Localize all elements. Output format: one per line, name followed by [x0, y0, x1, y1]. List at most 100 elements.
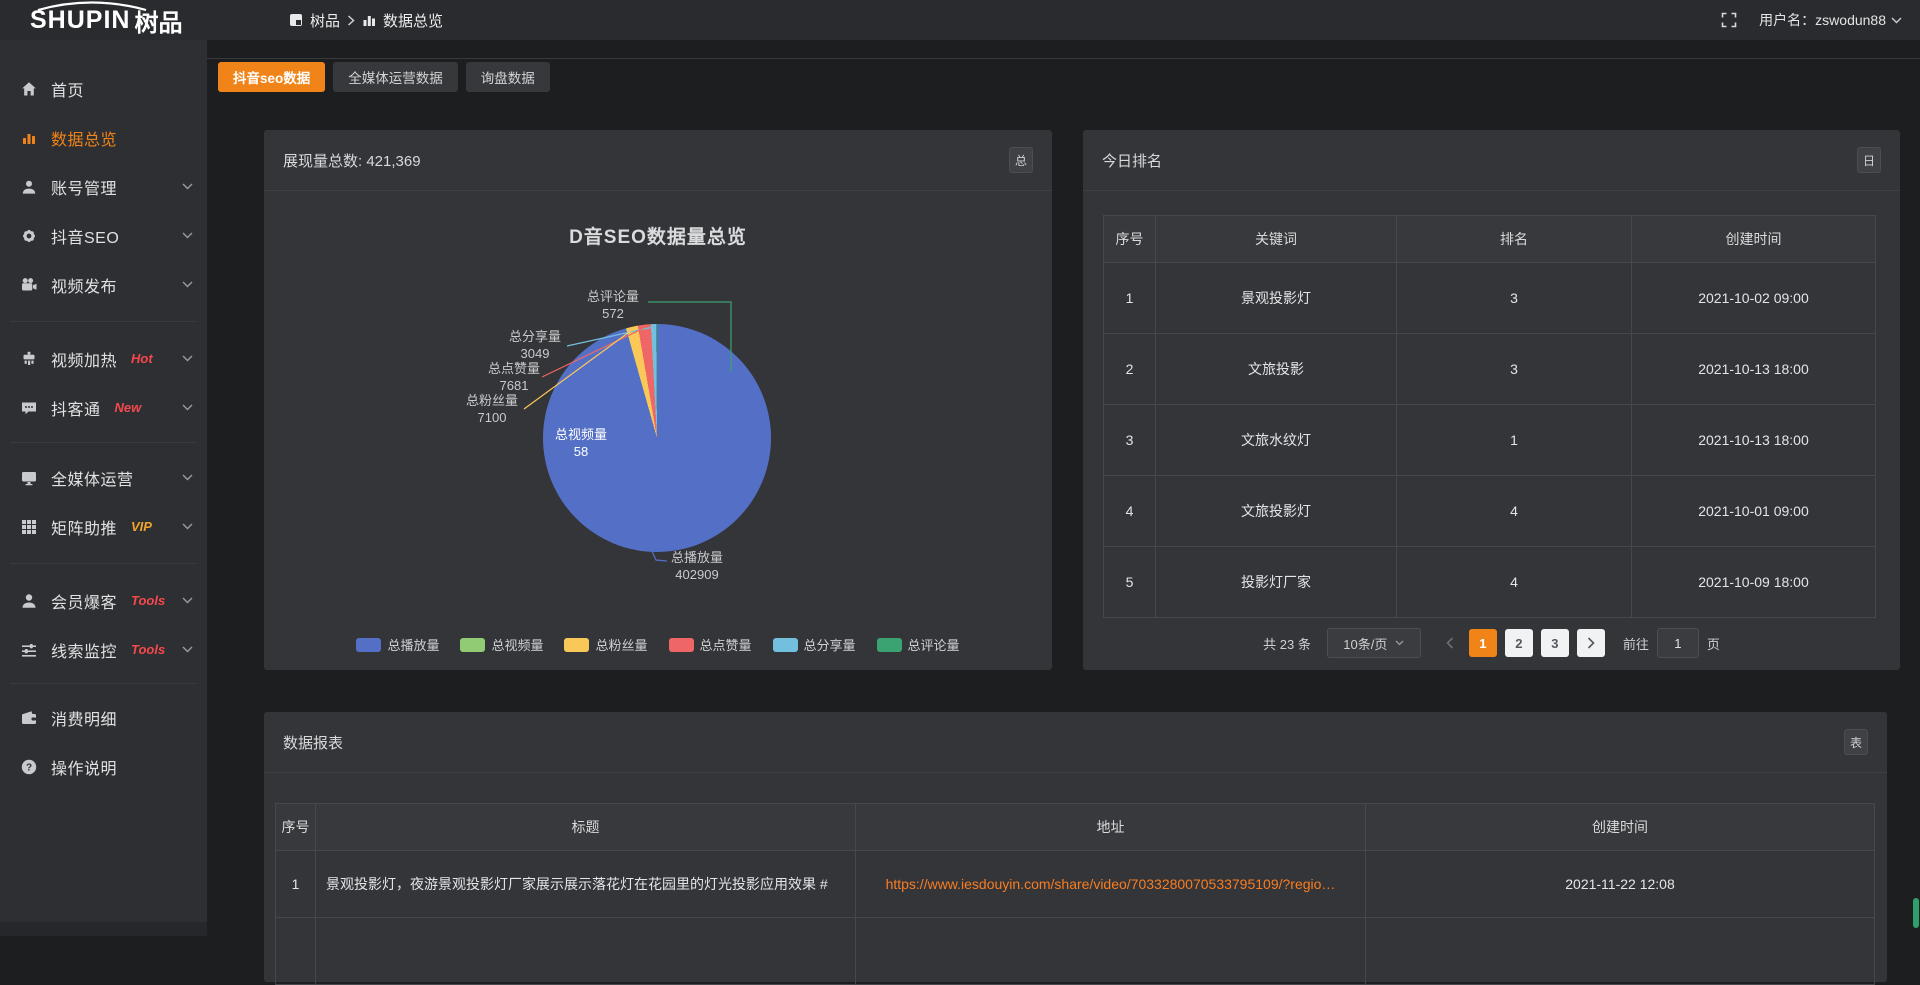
sidebar-item-home[interactable]: 首页	[0, 64, 207, 113]
logo-text-en: SHUPIN	[30, 5, 131, 34]
sidebar-item-douketong[interactable]: 抖客通 New	[0, 383, 207, 432]
chevron-down-icon	[1891, 17, 1902, 23]
logo-text-cn: 树品	[134, 9, 183, 37]
chevron-right-icon	[347, 14, 355, 26]
chevron-down-icon	[182, 232, 193, 239]
chevron-down-icon	[182, 355, 193, 362]
logo-arc-icon	[37, 1, 147, 11]
column-header: 排名	[1396, 215, 1632, 263]
user-menu[interactable]: 用户名：zswodun88	[1759, 10, 1902, 30]
pie-graphic[interactable]	[543, 324, 771, 552]
legend-item-likes[interactable]: 总点赞量	[668, 635, 752, 654]
sidebar-item-label: 线索监控	[51, 643, 118, 661]
sidebar-item-member-leads[interactable]: 会员爆客 Tools	[0, 576, 207, 625]
goto-page-input[interactable]	[1656, 628, 1699, 658]
column-header: 地址	[855, 803, 1366, 851]
person-icon	[20, 592, 38, 610]
legend-item-shares[interactable]: 总分享量	[772, 635, 856, 654]
sidebar-item-video-publish[interactable]: 视频发布	[0, 260, 207, 309]
chevron-down-icon	[182, 523, 193, 530]
tab-douyin-seo-data[interactable]: 抖音seo数据	[218, 62, 326, 92]
brush-icon	[20, 350, 38, 368]
sidebar-item-label: 账号管理	[51, 180, 118, 198]
table-row[interactable]: 2 文旅投影 3 2021-10-13 18:00	[1103, 333, 1876, 405]
app-logo: SHUPIN 树品	[0, 0, 207, 40]
hot-badge: Hot	[131, 351, 153, 366]
breadcrumb-root[interactable]: 树品	[310, 12, 341, 30]
sidebar-item-omnimedia[interactable]: 全媒体运营	[0, 453, 207, 502]
chevron-down-icon	[182, 183, 193, 190]
tab-inquiry-data[interactable]: 询盘数据	[465, 62, 550, 92]
chevron-down-icon	[182, 646, 193, 653]
ranking-panel: 今日排名 日 序号 关键词 排名 创建时间 1 景观投影灯 3 2021-10-02 …	[1083, 130, 1900, 670]
chevron-down-icon	[1395, 640, 1404, 646]
pie-leader-lines	[523, 301, 732, 562]
sidebar-item-accounts[interactable]: 账号管理	[0, 162, 207, 211]
legend-swatch	[876, 637, 902, 652]
sidebar-item-clue-monitor[interactable]: 线索监控 Tools	[0, 625, 207, 674]
table-row[interactable]: 5 投影灯厂家 4 2021-10-09 18:00	[1103, 546, 1876, 618]
sidebar-item-help[interactable]: ? 操作说明	[0, 742, 207, 791]
table-row[interactable]: 1 景观投影灯 3 2021-10-02 09:00	[1103, 262, 1876, 334]
scrollbar-thumb[interactable]	[1913, 898, 1919, 928]
tab-omnimedia-data[interactable]: 全媒体运营数据	[333, 62, 458, 92]
sidebar-item-video-heat[interactable]: 视频加热 Hot	[0, 334, 207, 383]
next-page-button[interactable]	[1576, 629, 1605, 657]
page-button-3[interactable]: 3	[1540, 629, 1569, 657]
sidebar-item-label: 数据总览	[51, 131, 118, 149]
sidebar-divider	[10, 442, 197, 443]
new-badge: New	[114, 400, 142, 415]
table-view-button[interactable]: 表	[1844, 729, 1868, 755]
page-button-1[interactable]: 1	[1468, 629, 1497, 657]
pie-label-plays: 总播放量 402909	[670, 550, 723, 582]
page-button-2[interactable]: 2	[1504, 629, 1533, 657]
pie-chart: D音SEO数据量总览 总评论量 572 总分享量 3049 总点赞量 7681 总粉丝…	[264, 130, 1052, 670]
breadcrumb-current[interactable]: 数据总览	[383, 12, 444, 30]
chart-panel-header: 展现量总数: 421,369 总	[264, 130, 1052, 191]
chart-title: D音SEO数据量总览	[569, 227, 747, 248]
pie-label-comments: 总评论量 572	[586, 289, 639, 321]
table-row[interactable]	[275, 917, 1875, 985]
legend-item-comments[interactable]: 总评论量	[876, 635, 960, 654]
legend-item-fans[interactable]: 总粉丝量	[564, 635, 648, 654]
sidebar-item-label: 抖客通	[51, 401, 101, 419]
goto-label: 前往	[1622, 636, 1649, 652]
report-table: 序号 标题 地址 创建时间 1 景观投影灯，夜游景观投影灯厂家展示展示落花灯在花…	[275, 803, 1875, 985]
sidebar-footer	[0, 922, 207, 936]
table-row[interactable]: 3 文旅水纹灯 1 2021-10-13 18:00	[1103, 404, 1876, 476]
page-size-select[interactable]: 10条/页	[1326, 628, 1421, 658]
report-panel-header: 数据报表 表	[264, 712, 1887, 773]
app-square-icon	[289, 13, 303, 27]
sidebar-item-consumption[interactable]: 消费明细	[0, 693, 207, 742]
chevron-down-icon	[182, 474, 193, 481]
ranking-panel-header: 今日排名 日	[1083, 130, 1900, 191]
bar-chart-icon	[20, 129, 38, 147]
column-header: 创建时间	[1631, 215, 1876, 263]
sidebar-item-label: 全媒体运营	[51, 471, 134, 489]
total-view-button[interactable]: 总	[1009, 147, 1033, 173]
daily-view-button[interactable]: 日	[1857, 147, 1881, 173]
tools-badge: Tools	[131, 593, 166, 608]
sidebar-item-label: 视频加热	[51, 352, 118, 370]
report-panel: 数据报表 表 序号 标题 地址 创建时间 1 景观投影灯，夜游景观投影灯厂家展示…	[264, 712, 1887, 985]
column-header: 关键词	[1155, 215, 1397, 263]
pie-label-fans: 总粉丝量 7100	[465, 393, 518, 425]
column-header: 序号	[275, 803, 316, 851]
breadcrumb: 树品 数据总览	[289, 10, 443, 31]
sidebar-item-matrix-boost[interactable]: 矩阵助推 VIP	[0, 502, 207, 551]
sidebar-item-label: 视频发布	[51, 278, 118, 296]
legend-item-plays[interactable]: 总播放量	[356, 635, 439, 654]
chevron-down-icon	[182, 404, 193, 411]
chart-legend: 总播放量 总视频量 总粉丝量 总点赞量 总分享量 总评论量	[264, 635, 1052, 654]
sidebar-item-label: 消费明细	[51, 711, 118, 729]
sidebar-item-data-overview[interactable]: 数据总览	[0, 113, 207, 162]
legend-item-videos[interactable]: 总视频量	[460, 635, 543, 654]
table-row[interactable]: 4 文旅投影灯 4 2021-10-01 09:00	[1103, 475, 1876, 547]
chart-panel: 展现量总数: 421,369 总 D音SEO数据量总览 总评论量 572 总分享量…	[264, 130, 1052, 670]
table-row[interactable]: 1 景观投影灯，夜游景观投影灯厂家展示展示落花灯在花园里的灯光投影应用效果 # …	[275, 850, 1875, 918]
fullscreen-icon[interactable]	[1721, 12, 1737, 28]
video-link[interactable]: https://www.iesdouyin.com/share/video/70…	[855, 850, 1366, 918]
sidebar-item-douyin-seo[interactable]: 抖音SEO	[0, 211, 207, 260]
sidebar-item-label: 会员爆客	[51, 594, 118, 612]
prev-page-button[interactable]	[1439, 637, 1461, 649]
